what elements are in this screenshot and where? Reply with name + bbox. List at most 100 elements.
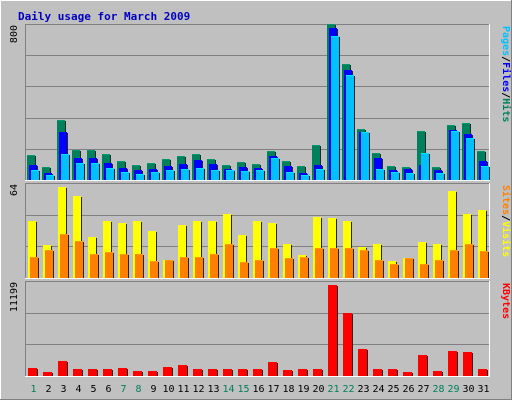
bottom-bar-kbytes-28 — [433, 371, 442, 376]
bottom-bar-kbytes-19 — [298, 369, 307, 376]
middle-bar-visits-12 — [193, 221, 201, 278]
top-bar-hits-20 — [312, 145, 320, 180]
bottom-bar-kbytes-8 — [133, 371, 142, 376]
day-label-1: 1 — [30, 384, 36, 395]
day-label-23: 23 — [357, 384, 369, 395]
middle-bar-sites-1 — [30, 257, 38, 278]
top-bar-pages-2 — [46, 175, 54, 180]
day-label-7: 7 — [120, 384, 126, 395]
bottom-bar-kbytes-3 — [58, 361, 67, 376]
day-label-24: 24 — [372, 384, 384, 395]
bottom-bar-kbytes-30 — [463, 352, 472, 376]
top-legend-separator: / — [500, 92, 511, 98]
middle-bar-visits-29 — [448, 191, 456, 278]
middle-bar-sites-26 — [405, 258, 413, 278]
middle-bar-sites-24 — [375, 260, 383, 278]
day-label-31: 31 — [477, 384, 489, 395]
day-label-10: 10 — [162, 384, 174, 395]
day-label-12: 12 — [192, 384, 204, 395]
bottom-bar-kbytes-9 — [148, 371, 157, 376]
hits-files-pages-panel: 800 Pages/Files/Hits — [9, 24, 512, 181]
day-label-3: 3 — [60, 384, 66, 395]
top-bar-pages-3 — [61, 154, 69, 180]
day-label-20: 20 — [312, 384, 324, 395]
day-label-11: 11 — [177, 384, 189, 395]
top-bar-pages-29 — [451, 131, 459, 180]
middle-bar-sites-13 — [210, 254, 218, 278]
middle-bar-visits-7 — [118, 223, 126, 278]
day-label-19: 19 — [297, 384, 309, 395]
middle-bar-visits-27 — [418, 242, 426, 278]
top-bar-pages-10 — [166, 170, 174, 180]
bottom-bar-kbytes-29 — [448, 351, 457, 376]
top-bar-pages-15 — [241, 171, 249, 180]
top-bar-pages-4 — [76, 163, 84, 180]
bottom-bar-kbytes-26 — [403, 372, 412, 376]
middle-bar-sites-20 — [315, 248, 323, 278]
top-bar-pages-12 — [196, 168, 204, 180]
top-bar-pages-7 — [121, 172, 129, 180]
middle-bar-visits-8 — [133, 221, 141, 278]
day-label-8: 8 — [135, 384, 141, 395]
middle-bar-sites-31 — [480, 251, 488, 278]
bottom-bar-kbytes-24 — [373, 369, 382, 376]
bottom-bar-kbytes-4 — [73, 369, 82, 376]
bottom-bar-kbytes-10 — [163, 367, 172, 376]
middle-legend-visits: Visits — [500, 221, 512, 257]
top-bar-pages-13 — [211, 170, 219, 180]
day-label-5: 5 — [90, 384, 96, 395]
top-legend: Pages/Files/Hits — [500, 26, 512, 122]
bottom-bar-kbytes-16 — [253, 369, 262, 376]
bottom-bar-kbytes-17 — [268, 362, 277, 376]
day-label-21: 21 — [327, 384, 339, 395]
middle-bar-sites-12 — [195, 257, 203, 278]
day-label-27: 27 — [417, 384, 429, 395]
middle-bar-visits-15 — [238, 235, 246, 278]
day-label-22: 22 — [342, 384, 354, 395]
top-bar-pages-23 — [361, 132, 369, 180]
top-bar-pages-30 — [466, 138, 474, 180]
day-label-13: 13 — [207, 384, 219, 395]
middle-bar-sites-16 — [255, 260, 263, 278]
top-bar-pages-20 — [316, 169, 324, 180]
middle-bar-sites-8 — [135, 254, 143, 278]
bottom-bar-kbytes-11 — [178, 365, 187, 376]
middle-bar-sites-3 — [60, 234, 68, 278]
bottom-bar-kbytes-25 — [388, 369, 397, 376]
top-bar-pages-19 — [301, 175, 309, 180]
bottom-bar-kbytes-22 — [343, 313, 352, 376]
bottom-scale-label: 11199 — [9, 282, 20, 312]
middle-bar-visits-20 — [313, 217, 321, 278]
top-legend-hits: Hits — [500, 98, 512, 122]
day-label-15: 15 — [237, 384, 249, 395]
day-label-25: 25 — [387, 384, 399, 395]
day-label-2: 2 — [45, 384, 51, 395]
middle-bar-visits-6 — [103, 221, 111, 278]
middle-bar-sites-22 — [345, 248, 353, 278]
top-bar-pages-18 — [286, 172, 294, 180]
bottom-bar-kbytes-6 — [103, 369, 112, 376]
top-scale-label: 800 — [9, 25, 20, 43]
bottom-legend: KBytes — [500, 283, 511, 319]
top-bar-pages-6 — [106, 168, 114, 180]
middle-bar-sites-14 — [225, 244, 233, 278]
day-label-18: 18 — [282, 384, 294, 395]
middle-legend: Sites/Visits — [500, 185, 512, 257]
middle-legend-sites: Sites — [500, 185, 512, 215]
middle-bar-sites-10 — [165, 260, 173, 278]
middle-legend-separator: / — [500, 215, 511, 221]
bottom-bar-kbytes-31 — [478, 369, 487, 376]
top-bar-pages-16 — [256, 170, 264, 180]
bottom-bar-kbytes-5 — [88, 369, 97, 376]
middle-bar-visits-3 — [58, 187, 66, 278]
day-label-9: 9 — [150, 384, 156, 395]
middle-bar-sites-9 — [150, 261, 158, 278]
top-bar-pages-17 — [271, 158, 279, 180]
middle-bar-sites-27 — [420, 264, 428, 278]
top-legend-pages: Pages — [500, 26, 511, 56]
middle-bar-visits-31 — [478, 210, 486, 278]
middle-bar-sites-25 — [390, 264, 398, 278]
bottom-bar-kbytes-15 — [238, 369, 247, 376]
middle-bar-sites-30 — [465, 244, 473, 278]
top-bar-pages-14 — [226, 170, 234, 180]
